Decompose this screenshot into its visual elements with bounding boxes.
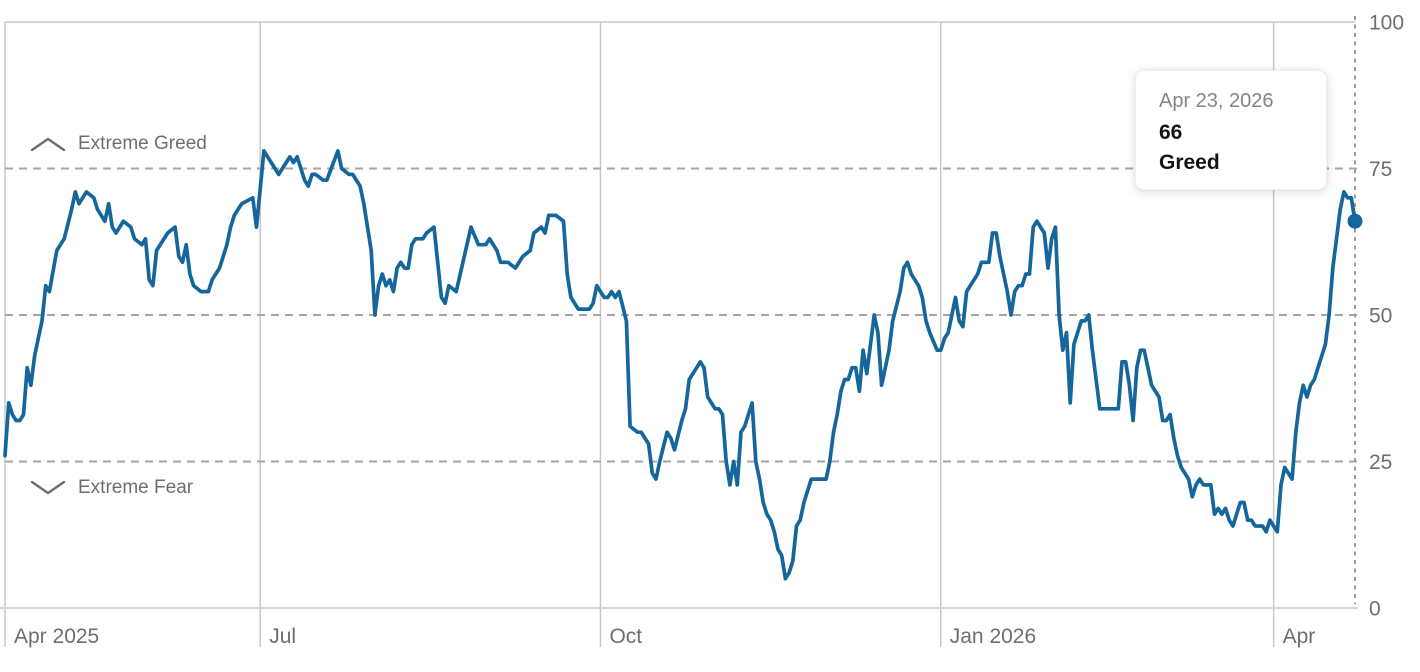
x-axis-tick-label: Apr	[1283, 625, 1316, 648]
x-axis-tick-label: Apr 2025	[14, 625, 99, 648]
tooltip-date: Apr 23, 2026	[1159, 90, 1274, 112]
index-line[interactable]	[3, 149, 1357, 581]
tooltip-rating: Greed	[1159, 151, 1220, 174]
y-axis-tick-label: 100	[1369, 12, 1404, 35]
extreme-fear-threshold-label: Extreme Fear	[30, 477, 193, 499]
extreme-greed-threshold-label: Extreme Greed	[30, 133, 207, 155]
y-axis-tick-label: 25	[1369, 451, 1392, 474]
y-axis-tick-label: 75	[1369, 158, 1392, 181]
tooltip-value: 66	[1159, 121, 1183, 144]
x-axis-tick-label: Oct	[609, 625, 642, 648]
x-axis-tick-label: Jan 2026	[950, 625, 1036, 648]
chevron-down-icon	[30, 480, 66, 495]
current-value-dot[interactable]	[1347, 213, 1363, 229]
y-axis-tick-label: 50	[1369, 305, 1392, 328]
extreme-fear-text: Extreme Fear	[78, 477, 194, 498]
tooltip: Apr 23, 2026 66 Greed	[1135, 70, 1327, 190]
x-axis-tick-label: Jul	[269, 625, 296, 648]
y-axis-tick-label: 0	[1369, 598, 1381, 621]
chevron-up-icon	[30, 137, 66, 152]
extreme-greed-text: Extreme Greed	[78, 133, 207, 154]
